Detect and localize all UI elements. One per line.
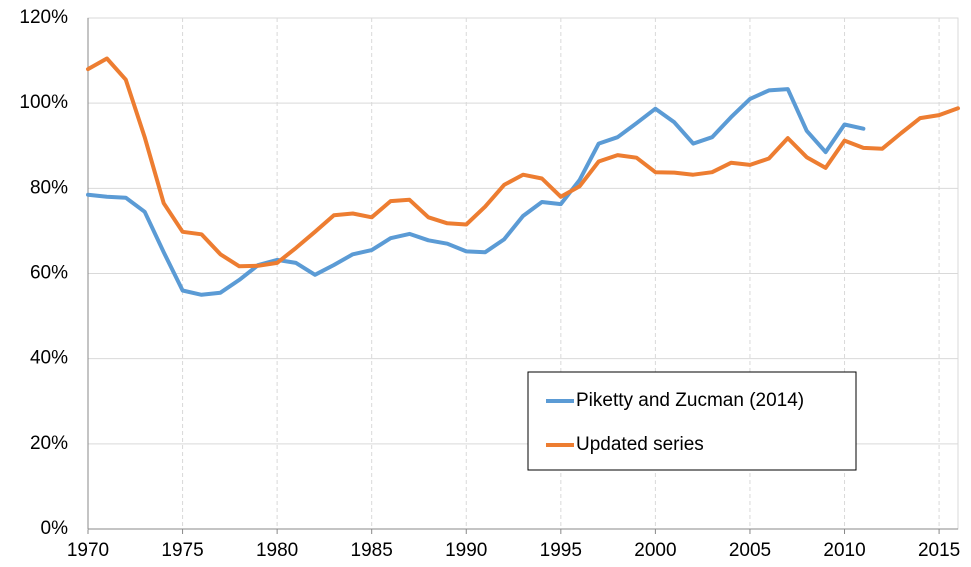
x-tick-label: 1990 bbox=[445, 540, 487, 561]
x-tick-label: 1995 bbox=[540, 540, 582, 561]
legend-label: Piketty and Zucman (2014) bbox=[576, 390, 804, 411]
x-tick-label: 1975 bbox=[161, 540, 203, 561]
x-tick-label: 2005 bbox=[729, 540, 771, 561]
y-tick-label: 40% bbox=[30, 348, 68, 369]
line-series bbox=[86, 87, 866, 297]
x-tick-label: 2010 bbox=[823, 540, 865, 561]
x-tick-label: 2015 bbox=[918, 540, 960, 561]
x-tick-label: 2000 bbox=[634, 540, 676, 561]
x-tick-label: 1970 bbox=[67, 540, 109, 561]
y-tick-label: 60% bbox=[30, 263, 68, 284]
y-tick-label: 0% bbox=[41, 518, 69, 539]
x-tick-label: 1985 bbox=[351, 540, 393, 561]
y-tick-label: 100% bbox=[19, 92, 68, 113]
x-tick-label: 1980 bbox=[256, 540, 298, 561]
y-tick-label: 120% bbox=[19, 7, 68, 28]
legend-label: Updated series bbox=[576, 434, 704, 455]
y-tick-label: 80% bbox=[30, 177, 68, 198]
line-series bbox=[86, 56, 960, 269]
y-tick-label: 20% bbox=[30, 433, 68, 454]
legend-box bbox=[527, 371, 857, 471]
